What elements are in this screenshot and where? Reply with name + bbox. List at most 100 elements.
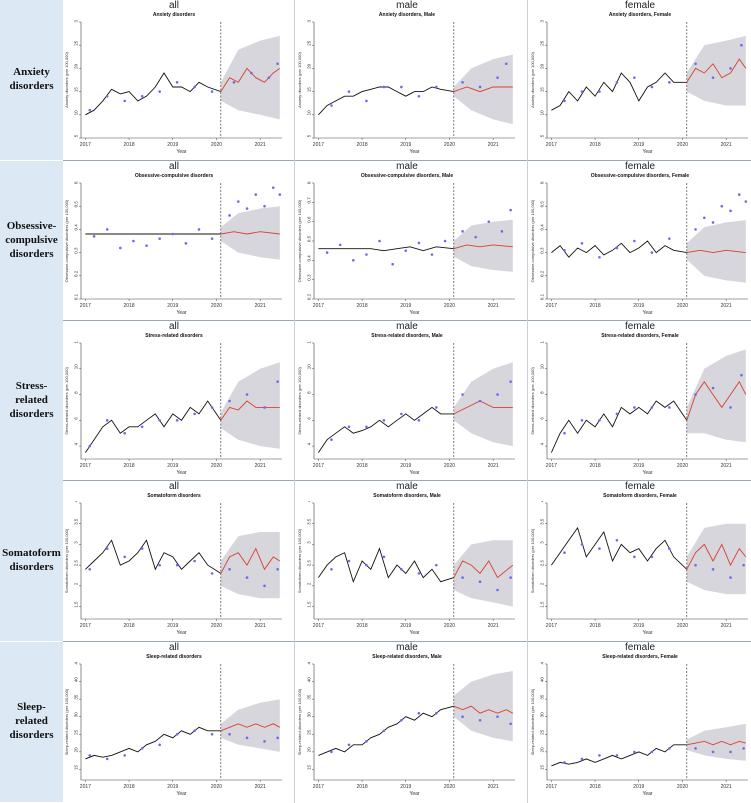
y-tick-label: 10 (307, 364, 312, 370)
data-point (563, 551, 566, 555)
y-tick-label: 10 (74, 364, 79, 370)
x-tick-label: 2018 (357, 623, 368, 629)
axis-frame (313, 343, 515, 460)
x-tick-label: 2019 (167, 784, 178, 790)
data-point (478, 85, 482, 89)
row-divider (63, 480, 751, 481)
prediction-interval-band (453, 671, 513, 742)
data-point (563, 248, 566, 252)
data-point (729, 406, 732, 409)
chart-plot: 15 20 25 30 35 40 45 2017 2018 2019 2020 2021 Year Sl… (64, 662, 282, 797)
data-point (88, 754, 92, 757)
y-tick-label: 40 (74, 677, 79, 683)
x-tick-label: 2018 (357, 142, 368, 148)
y-axis-label: Somatoform disorders (per 100,000) (530, 528, 535, 593)
data-point (145, 244, 148, 247)
data-point (347, 425, 351, 429)
data-point (711, 750, 715, 754)
y-tick-label: 0.2 (307, 293, 312, 300)
data-point (580, 543, 584, 546)
chart-title: Stress-related disorders, Male (371, 333, 443, 339)
data-point (487, 220, 491, 223)
x-tick-label: 2021 (255, 623, 266, 629)
data-point (563, 431, 566, 435)
forecast-series-line (453, 560, 514, 579)
data-point (123, 431, 126, 435)
y-tick-label: 20 (74, 747, 79, 753)
y-tick-label: 15 (540, 87, 545, 93)
data-point (228, 733, 231, 736)
data-point (382, 419, 386, 422)
y-tick-label: 0.3 (540, 247, 545, 254)
data-point (263, 204, 266, 208)
x-tick-label: 2020 (444, 784, 455, 790)
data-point (694, 563, 697, 567)
data-point (417, 711, 421, 715)
y-axis-label: Somatoform disorders (per 100,000) (297, 528, 302, 593)
data-point (461, 230, 464, 233)
x-axis-label: Year (409, 630, 419, 636)
y-tick-label: 12 (540, 341, 545, 344)
data-point (598, 754, 601, 757)
data-point (737, 193, 741, 196)
data-point (711, 76, 715, 79)
x-tick-label: 2020 (444, 623, 455, 629)
y-tick-label: 25 (74, 40, 79, 46)
data-point (694, 747, 697, 750)
data-point (193, 729, 196, 733)
x-tick-label: 2017 (80, 463, 91, 469)
y-tick-label: 40 (307, 677, 312, 683)
y-tick-label: 0.2 (74, 270, 79, 277)
forecast-series-line (686, 249, 746, 254)
data-point (175, 81, 179, 84)
y-tick-label: 0.5 (307, 235, 312, 242)
row-label-somatoform-disorders: Somatoform disorders (0, 481, 63, 641)
data-point (105, 757, 109, 761)
prediction-interval-band (220, 532, 280, 599)
y-tick-label: 35 (307, 694, 312, 700)
x-tick-label: 2020 (211, 784, 222, 790)
data-point (210, 237, 214, 240)
chart-title: Sleep-related disorders (146, 654, 202, 660)
data-point (615, 754, 619, 757)
x-axis-label: Year (409, 149, 419, 155)
data-point (443, 239, 447, 243)
data-point (352, 259, 355, 262)
forecast-series-line (453, 244, 513, 250)
y-tick-label: 15 (74, 764, 79, 770)
chart-title: Obsessive-compulsive disorders, Male (360, 173, 454, 179)
observed-series-line (318, 246, 454, 252)
chart-panel-anxiety-disorders-female: female Anxiety disorders, Female 5 10 15 20 25… (529, 0, 751, 160)
y-tick-label: 0.5 (74, 201, 79, 208)
y-tick-label: 30 (307, 20, 312, 23)
chart-plot: 15 20 25 30 35 40 45 2017 2018 2019 2020 2021 Year Sl… (530, 662, 748, 797)
y-tick-label: 3.5 (74, 518, 79, 525)
chart-title: Somatoform disorders (147, 493, 201, 499)
y-tick-label: 0.6 (540, 181, 545, 184)
data-point (245, 736, 249, 740)
data-point (365, 563, 368, 567)
data-point (325, 251, 329, 254)
y-tick-label: 6 (74, 417, 79, 420)
row-label-anxiety-disorders: Anxiety disorders (0, 0, 63, 160)
x-tick-label: 2019 (633, 784, 644, 790)
data-point (633, 406, 636, 409)
y-tick-label: 0.8 (307, 181, 312, 184)
prediction-interval-band (220, 362, 280, 449)
x-tick-label: 2020 (211, 463, 222, 469)
data-point (650, 85, 654, 89)
observed-series-line (551, 240, 687, 258)
y-tick-label: 2 (74, 582, 79, 585)
x-tick-label: 2018 (124, 142, 135, 148)
data-point (276, 380, 279, 383)
data-point (580, 242, 584, 245)
data-point (232, 81, 236, 84)
y-tick-label: 8 (74, 391, 79, 394)
chart-plot: 15 20 25 30 35 40 45 2017 2018 2019 2020 2021 Year Sl… (297, 662, 515, 797)
y-tick-label: 45 (74, 662, 79, 665)
y-tick-label: 35 (540, 694, 545, 700)
data-point (105, 547, 109, 550)
column-title: male (396, 481, 418, 492)
x-tick-label: 2017 (546, 784, 557, 790)
data-point (263, 406, 266, 409)
